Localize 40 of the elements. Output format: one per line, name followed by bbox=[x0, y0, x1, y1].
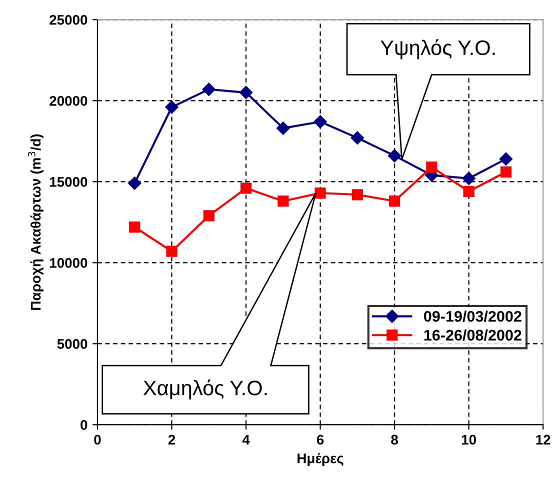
x-tick-label: 12 bbox=[536, 434, 550, 444]
x-tick-label: 0 bbox=[94, 434, 101, 445]
point bbox=[166, 246, 178, 257]
point bbox=[203, 210, 214, 222]
point bbox=[388, 149, 402, 162]
y-tick-label: 5000 bbox=[57, 339, 88, 349]
point bbox=[499, 152, 513, 166]
point bbox=[388, 196, 400, 207]
y-tick-label: 15000 bbox=[50, 177, 88, 187]
legend-label: 16-26/08/2002 bbox=[424, 329, 522, 341]
point bbox=[314, 187, 326, 199]
point bbox=[462, 172, 476, 186]
point bbox=[350, 131, 364, 145]
annotation: Χαμηλός Υ.Ο. bbox=[143, 379, 267, 400]
x-tick-label: 2 bbox=[168, 434, 176, 444]
point bbox=[202, 82, 216, 96]
point bbox=[129, 221, 140, 233]
y-tick-label: 25000 bbox=[50, 14, 88, 25]
point bbox=[165, 100, 178, 114]
point bbox=[240, 182, 252, 194]
x-tick-label: 6 bbox=[316, 434, 324, 445]
point bbox=[426, 162, 438, 173]
point bbox=[239, 86, 253, 100]
point bbox=[128, 176, 142, 190]
x-axis-title: Ημέρες bbox=[298, 452, 344, 466]
annotation: Υψηλός Υ.Ο. bbox=[380, 39, 495, 60]
y-tick-label: 20000 bbox=[50, 96, 88, 106]
legend-label: 09-19/03/2002 bbox=[424, 310, 522, 322]
point bbox=[463, 186, 474, 197]
y-tick-label: 10000 bbox=[50, 258, 88, 268]
x-tick-label: 4 bbox=[242, 434, 250, 444]
point bbox=[278, 196, 289, 207]
point bbox=[352, 189, 363, 200]
point bbox=[276, 122, 290, 135]
point bbox=[500, 166, 512, 178]
y-axis-title: Παροχή Ακαθάρτων (m$^{3}$/d) bbox=[28, 134, 44, 310]
y-tick-label: 0 bbox=[80, 420, 88, 430]
point bbox=[314, 115, 327, 128]
x-tick-label: 10 bbox=[462, 434, 476, 445]
x-tick-label: 8 bbox=[391, 434, 398, 445]
